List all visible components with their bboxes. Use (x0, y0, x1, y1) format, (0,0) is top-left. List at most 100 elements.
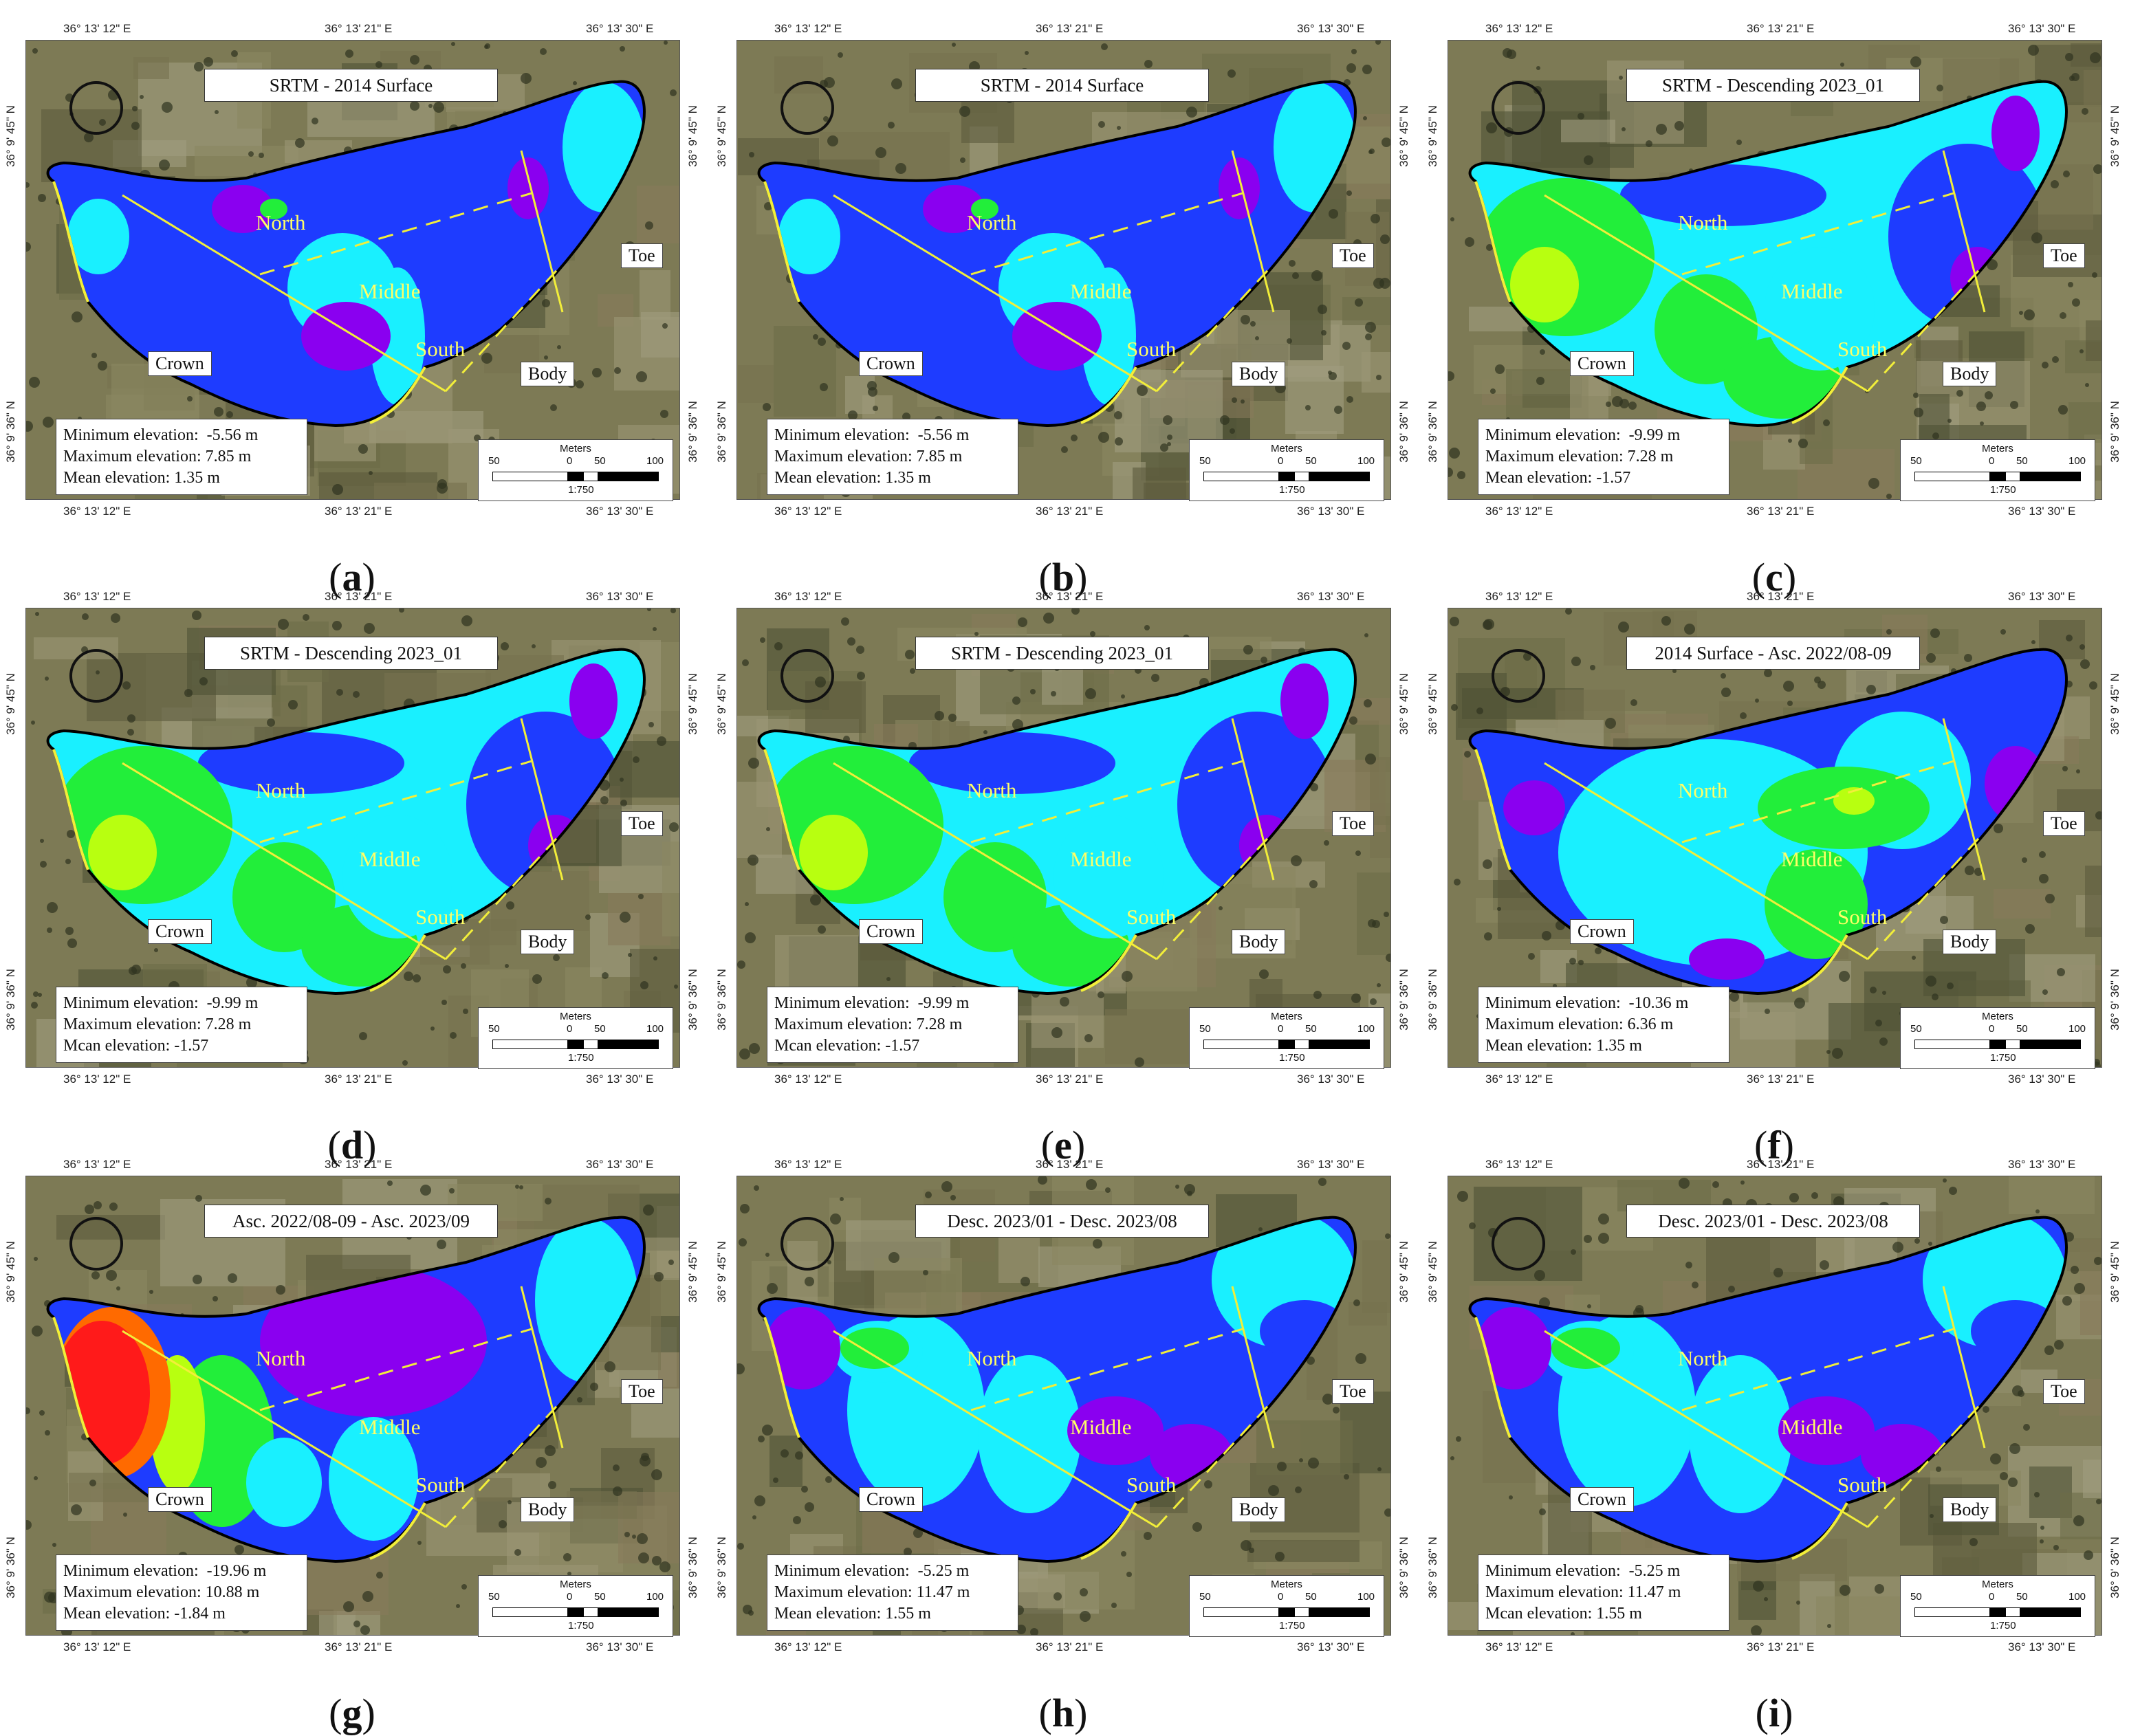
elevation-zone-purple (1012, 302, 1102, 371)
coord-top-mid: 36° 13' 21" E (325, 590, 393, 603)
scale-tick: 50 (488, 1023, 500, 1035)
coord-top-right: 36° 13' 30" E (2008, 1158, 2076, 1171)
coord-right-lower: 36° 9' 36" N (2108, 1537, 2121, 1598)
stat-mean: Mean elevation: 1.35 m (63, 469, 220, 487)
north-arrow-circle-icon (780, 1217, 834, 1271)
coord-right-upper: 36° 9' 45" N (2108, 673, 2121, 735)
coord-left-upper: 36° 9' 45" N (4, 105, 17, 167)
scale-ratio: 1:750 (1990, 484, 2016, 496)
map-panel-b: 36° 13' 12" E 36° 13' 21" E 36° 13' 30" … (715, 22, 1410, 600)
coord-bottom-mid: 36° 13' 21" E (1036, 1073, 1104, 1086)
north-arrow-circle-icon (1492, 1217, 1545, 1271)
panel-caption: (i) (1755, 1691, 1793, 1735)
elevation-zone-green (971, 199, 998, 219)
scale-tick: 100 (2068, 1591, 2086, 1603)
scale-tick: 50 (488, 1591, 500, 1603)
label-crown: Crown (1570, 351, 1634, 376)
coord-right-lower: 36° 9' 36" N (1397, 969, 1410, 1031)
crown-scarp-line (52, 181, 89, 303)
zone-label-south: South (415, 337, 466, 361)
coord-bottom-left: 36° 13' 12" E (1485, 1640, 1553, 1653)
coord-bottom-left: 36° 13' 12" E (63, 1073, 131, 1086)
panel-caption: (c) (1751, 555, 1797, 600)
label-body: Body (1943, 930, 1997, 954)
coord-bottom-right: 36° 13' 30" E (2008, 1640, 2076, 1653)
elevation-zone-cyan (1765, 247, 1875, 371)
coord-top-mid: 36° 13' 21" E (1747, 1158, 1815, 1171)
elevation-zone-purple (569, 663, 618, 739)
map-svg (1448, 608, 2101, 1067)
scale-bar: Meters 50 0 50 100 1:750 (1189, 1575, 1384, 1637)
stat-min: Minimum elevation: -9.99 m (1485, 426, 1681, 444)
scale-tick: 50 (488, 455, 500, 467)
panel-caption: (b) (1038, 555, 1088, 600)
coord-left-upper: 36° 9' 45" N (4, 673, 17, 735)
zone-label-middle: Middle (1781, 279, 1843, 303)
scale-tick: 50 (594, 455, 606, 467)
stat-min: Minimum elevation: -9.99 m (63, 994, 259, 1012)
elevation-zone-purple (1280, 663, 1329, 739)
elevation-zone-green (840, 1328, 909, 1369)
stat-max: Maximum elevation: 7.85 m (63, 448, 252, 465)
scale-unit: Meters (560, 1579, 591, 1590)
body-edge-line (1080, 1502, 1137, 1560)
elevation-zone-purple (923, 185, 985, 233)
zone-label-north: North (256, 210, 306, 234)
scale-bar: Meters 50 0 50 100 1:750 (1189, 1007, 1384, 1069)
elevation-zone-purple (301, 302, 391, 371)
north-arrow-circle-icon (69, 81, 123, 135)
zone-label-north: North (256, 1346, 306, 1370)
coord-left-lower: 36° 9' 36" N (4, 969, 17, 1031)
stat-min: Minimum elevation: -19.96 m (63, 1562, 267, 1580)
scale-unit: Meters (560, 443, 591, 454)
zone-label-south: South (1126, 337, 1177, 361)
scale-tick: 50 (594, 1023, 606, 1035)
coord-top-mid: 36° 13' 21" E (1036, 590, 1104, 603)
label-toe: Toe (621, 243, 663, 268)
elevation-stats-box: Minimum elevation: -19.96 m Maximum elev… (56, 1554, 307, 1631)
zone-label-south: South (1126, 905, 1177, 929)
coord-top-left: 36° 13' 12" E (63, 22, 131, 35)
scale-tick: 0 (1278, 455, 1284, 467)
scale-tick: 50 (1305, 1023, 1317, 1035)
label-toe: Toe (621, 811, 663, 836)
elevation-zone-green (1765, 849, 1868, 959)
landslide-boundary (46, 80, 646, 428)
stat-max: Maximum elevation: 11.47 m (774, 1583, 970, 1601)
elevation-zone-purple (1778, 1396, 1875, 1465)
landslide-boundary (1468, 1216, 2068, 1563)
zone-label-middle: Middle (1781, 847, 1843, 871)
stat-mean: Mean elevation: 1.55 m (774, 1605, 931, 1623)
elevation-zone-purple (260, 1266, 487, 1417)
coord-left-upper: 36° 9' 45" N (715, 673, 728, 735)
zone-label-south: South (1837, 1473, 1888, 1497)
panel-title: SRTM - Descending 2023_01 (204, 637, 498, 670)
coord-left-upper: 36° 9' 45" N (1426, 105, 1439, 167)
scale-ratio: 1:750 (1279, 1620, 1305, 1631)
coord-bottom-mid: 36° 13' 21" E (1747, 505, 1815, 518)
coord-bottom-mid: 36° 13' 21" E (325, 1640, 393, 1653)
elevation-zone-purple (1991, 96, 2040, 171)
body-edge-line (369, 934, 426, 992)
zone-label-south: South (415, 905, 466, 929)
scale-tick: 100 (1357, 1023, 1375, 1035)
label-toe: Toe (2043, 1379, 2085, 1404)
crown-scarp-line (52, 1317, 89, 1438)
coord-top-left: 36° 13' 12" E (1485, 22, 1553, 35)
coord-right-lower: 36° 9' 36" N (686, 401, 699, 463)
coord-top-right: 36° 13' 30" E (1297, 590, 1365, 603)
scale-unit: Meters (560, 1011, 591, 1022)
coord-left-lower: 36° 9' 36" N (4, 401, 17, 463)
zone-label-south: South (1837, 337, 1888, 361)
body-edge-line (369, 1502, 426, 1560)
elevation-zone-blue (909, 732, 1115, 794)
map-svg (26, 41, 679, 499)
body-edge-line (1080, 366, 1137, 424)
coord-top-left: 36° 13' 12" E (774, 1158, 842, 1171)
north-arrow-circle-icon (780, 649, 834, 703)
coord-bottom-right: 36° 13' 30" E (2008, 1073, 2076, 1086)
elevation-zone-purple (1689, 938, 1765, 980)
scale-tick: 100 (2068, 455, 2086, 467)
coord-right-upper: 36° 9' 45" N (1397, 673, 1410, 735)
panel-title: Desc. 2023/01 - Desc. 2023/08 (915, 1205, 1209, 1238)
